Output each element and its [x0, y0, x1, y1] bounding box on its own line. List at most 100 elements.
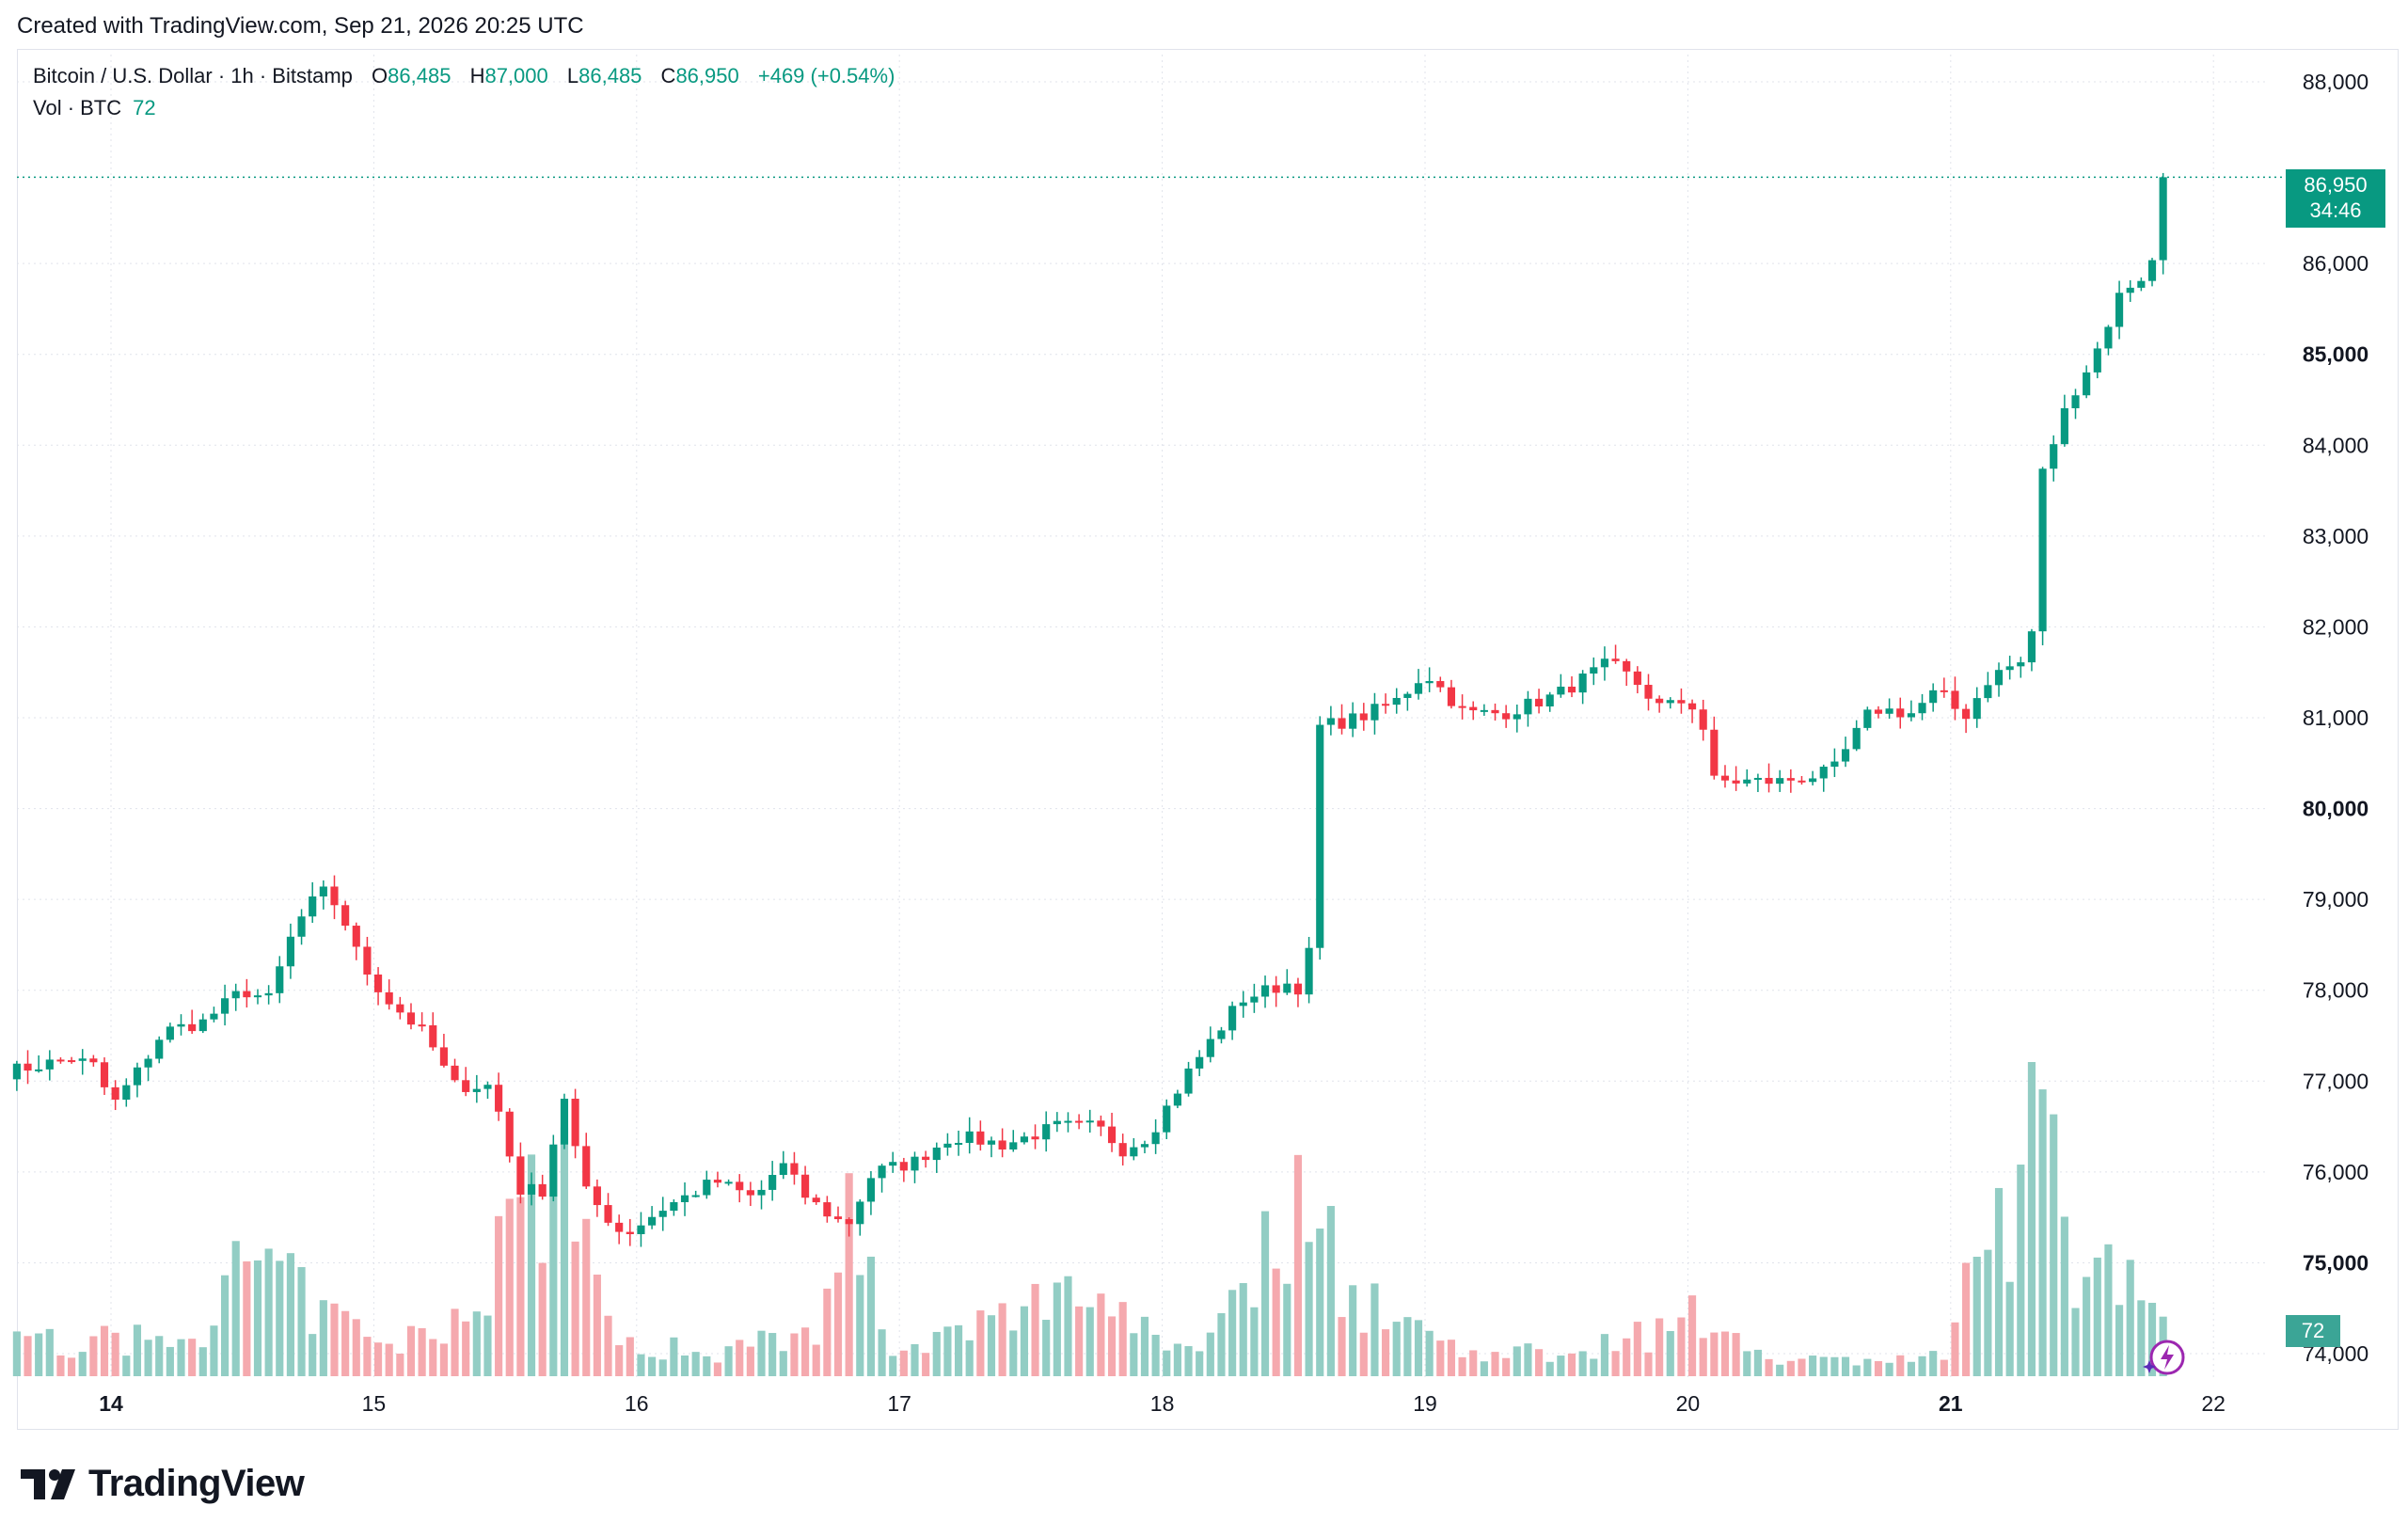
candle-body — [1753, 777, 1762, 780]
price-tick-label: 85,000 — [2303, 342, 2368, 367]
volume-bar — [1009, 1330, 1018, 1376]
candles — [12, 172, 2167, 1247]
volume-bar — [1228, 1290, 1237, 1376]
volume-bar — [505, 1198, 514, 1376]
volume-bar — [1097, 1293, 1105, 1376]
volume-bar — [866, 1256, 876, 1376]
volume-bar — [111, 1332, 119, 1376]
candle-body — [626, 1231, 634, 1234]
candle-body — [1984, 685, 1992, 699]
volume-bar — [330, 1303, 339, 1376]
time-tick-label: 17 — [887, 1391, 911, 1416]
candle-body — [462, 1080, 470, 1092]
candle-body — [724, 1181, 733, 1184]
volume-bar — [1732, 1333, 1740, 1376]
tradingview-wordmark: TradingView — [88, 1463, 305, 1504]
candle-body — [2038, 468, 2047, 632]
volume-bar — [538, 1262, 547, 1376]
price-tick-label: 76,000 — [2303, 1160, 2368, 1184]
volume-bar — [2126, 1260, 2134, 1376]
volume-bar — [2115, 1305, 2124, 1376]
volume-bar — [198, 1347, 207, 1376]
candle-body — [1239, 1002, 1247, 1007]
volume-bar — [56, 1355, 65, 1376]
volume-bar — [220, 1275, 230, 1376]
volume-bar — [1590, 1358, 1598, 1376]
volume-bar — [833, 1272, 843, 1376]
volume-bar — [373, 1342, 383, 1376]
volume-bar — [1239, 1283, 1247, 1376]
volume-bar — [1962, 1262, 1971, 1376]
volume-bar — [1666, 1330, 1674, 1376]
volume-bar — [231, 1241, 240, 1376]
volume-bar — [1151, 1334, 1160, 1376]
candle-body — [1940, 690, 1948, 692]
candle-body — [1972, 698, 1981, 720]
volume-bar — [144, 1340, 152, 1376]
tradingview-logo[interactable]: TradingView — [21, 1463, 305, 1505]
candle-body — [757, 1189, 766, 1196]
lightning-icon[interactable] — [2143, 1336, 2186, 1379]
candle-body — [1687, 703, 1697, 710]
volume-bar — [2005, 1281, 2014, 1376]
candle-body — [166, 1026, 174, 1040]
candle-body — [155, 1039, 164, 1059]
volume-bar — [2093, 1257, 2101, 1376]
candle-body — [615, 1222, 624, 1232]
volume-bar — [210, 1325, 218, 1376]
volume-bar — [45, 1328, 54, 1376]
candle-body — [1326, 718, 1335, 725]
candle-body — [330, 886, 339, 906]
volume-bar — [976, 1310, 985, 1376]
candle-body — [1874, 709, 1883, 714]
volume-bar — [812, 1344, 820, 1376]
price-tick-label: 80,000 — [2303, 797, 2368, 821]
volume-bar — [1600, 1334, 1608, 1376]
volume-bar — [253, 1260, 262, 1376]
high-value: 87,000 — [484, 64, 548, 87]
candle-body — [1524, 698, 1532, 715]
volume-bar — [1863, 1358, 1872, 1376]
candle-body — [1809, 778, 1817, 783]
candle-body — [429, 1024, 437, 1048]
volume-bar — [757, 1330, 766, 1376]
volume-bar — [1753, 1349, 1762, 1376]
volume-bar — [451, 1308, 459, 1376]
volume-bar — [549, 1145, 558, 1376]
price-tick-label: 79,000 — [2303, 887, 2368, 912]
candle-body — [833, 1216, 843, 1220]
volume-bar — [2104, 1244, 2113, 1376]
candle-body — [1633, 671, 1641, 686]
volume-bar — [276, 1261, 284, 1376]
candle-body — [352, 926, 360, 947]
candle-body — [1743, 779, 1751, 784]
volume-bar — [1020, 1306, 1028, 1376]
candle-body — [691, 1195, 700, 1197]
volume-bar — [1984, 1249, 1992, 1376]
candle-body — [582, 1146, 591, 1187]
volume-bar — [1491, 1352, 1499, 1376]
candle-body — [1623, 660, 1631, 672]
candle-body — [1885, 708, 1893, 714]
candle-body — [406, 1012, 416, 1025]
volume-bar — [1534, 1349, 1544, 1376]
volume-bar — [670, 1337, 678, 1376]
volume-bar — [878, 1329, 886, 1376]
volume-bar — [604, 1315, 612, 1376]
candle-body — [1370, 704, 1379, 721]
candle-body — [1316, 724, 1324, 948]
candle-body — [1436, 681, 1445, 688]
candle-body — [889, 1162, 897, 1166]
volume-bar — [1370, 1283, 1379, 1376]
volume-bar — [297, 1267, 306, 1376]
volume-bar — [1687, 1295, 1697, 1376]
volume-bar — [1107, 1316, 1117, 1376]
volume-bar — [2147, 1302, 2157, 1376]
volume-bar — [2137, 1300, 2146, 1376]
candle-body — [12, 1063, 21, 1080]
candle-body — [243, 991, 251, 998]
volume-bar — [24, 1336, 32, 1376]
candle-body — [45, 1059, 54, 1070]
volume-bar — [483, 1315, 492, 1376]
